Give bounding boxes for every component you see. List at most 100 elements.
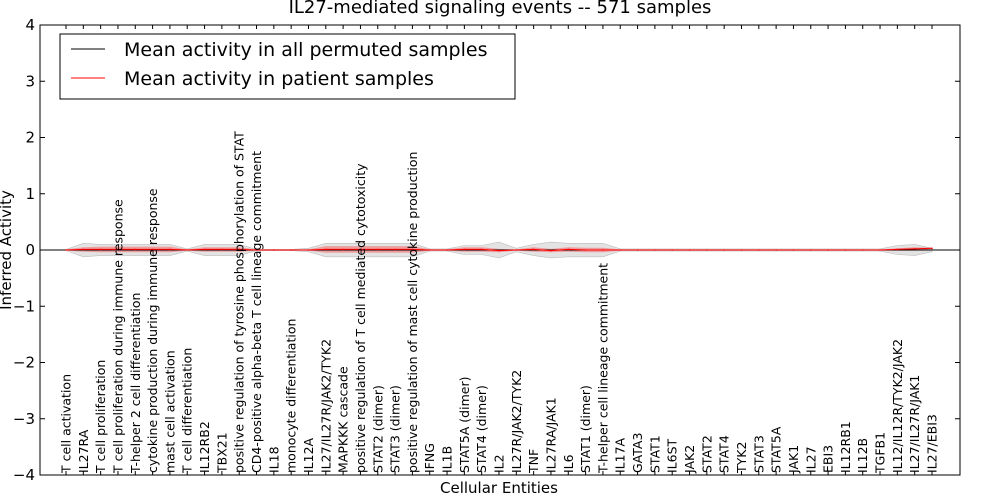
x-category-label: IL6: [561, 454, 576, 473]
x-category-label: STAT1: [647, 435, 662, 473]
x-category-label: STAT4 (dimer): [474, 385, 489, 473]
y-axis: −4 −3 −2 −1 0 1 2 3 4: [13, 16, 960, 484]
x-category-label: IL18: [266, 446, 281, 473]
x-category-label: IL27RA: [76, 429, 91, 473]
x-category-label: IL27/IL27R/JAK2/TYK2: [318, 339, 333, 473]
data-point-patient: [151, 248, 154, 251]
x-category-label: positive regulation of tyrosine phosphor…: [232, 131, 247, 473]
data-point-patient: [480, 248, 483, 251]
y-axis-label: Inferred Activity: [0, 190, 15, 310]
x-category-label: IL27/EBI3: [925, 414, 940, 473]
x-category-label: STAT2: [699, 435, 714, 473]
y-tick-label: −4: [13, 466, 35, 484]
data-point-patient: [446, 249, 448, 251]
x-category-label: IL27/IL27R/JAK1: [907, 375, 922, 473]
data-point-patient: [706, 249, 708, 251]
y-tick-label: −2: [13, 354, 35, 372]
y-tick-label: 4: [25, 16, 35, 34]
x-category-label: positive regulation of mast cell cytokin…: [405, 152, 420, 473]
data-point-patient: [740, 249, 743, 251]
x-category-label: IL12RB2: [197, 421, 212, 473]
data-point-patient: [532, 248, 535, 251]
x-category-label: IL27RA/JAK1: [544, 397, 559, 473]
x-axis-categories: T cell activation IL27RA T cell proliferat…: [59, 25, 940, 475]
y-tick-label: −3: [13, 410, 35, 428]
data-point-patient: [221, 248, 223, 251]
x-category-label: GATA3: [630, 433, 645, 473]
legend-label-patient: Mean activity in patient samples: [124, 68, 434, 90]
chart-title: IL27-mediated signaling events -- 571 sa…: [289, 0, 712, 18]
x-category-label: T-helper 2 cell differentiation: [128, 293, 143, 474]
legend-label-permuted: Mean activity in all permuted samples: [124, 39, 487, 61]
data-point-patient: [99, 248, 102, 251]
plot-frame: [39, 24, 961, 476]
x-category-label: monocyte differentiation: [284, 319, 299, 473]
data-point-patient: [325, 248, 327, 251]
x-axis-label: Cellular Entities: [440, 479, 558, 497]
x-category-label: MAPKKK cascade: [336, 366, 351, 473]
data-point-patient: [775, 249, 777, 251]
y-tick-label: 3: [25, 72, 35, 90]
data-point-patient: [498, 249, 500, 252]
data-point-patient: [394, 248, 396, 251]
x-category-label: T cell proliferation during immune respo…: [111, 199, 126, 474]
x-category-label: IL27: [803, 446, 818, 473]
data-point-patient: [792, 249, 795, 251]
data-point-patient: [376, 248, 379, 251]
x-category-label: positive regulation of T cell mediated c…: [353, 163, 368, 473]
x-category-label: IL1B: [440, 446, 455, 473]
data-point-patient: [428, 249, 431, 251]
data-point-patient: [255, 249, 258, 251]
data-point-patient: [913, 248, 916, 250]
data-point-patient: [861, 249, 864, 251]
x-category-label: TNF: [526, 449, 541, 474]
plot-area: [40, 241, 960, 259]
x-category-label: JAK1: [786, 445, 801, 474]
data-point-patient: [515, 249, 518, 251]
x-category-label: IL12/IL12R/TYK2/JAK2: [890, 339, 905, 473]
data-point-patient: [307, 249, 310, 251]
patient-std-band: [66, 246, 932, 253]
x-category-label: CD4-positive alpha-beta T cell lineage c…: [249, 151, 264, 473]
data-point-patient: [359, 248, 362, 251]
data-point-patient: [550, 249, 552, 252]
data-point-patient: [238, 248, 240, 251]
data-point-patient: [723, 249, 725, 251]
data-point-patient: [809, 249, 812, 251]
x-category-label: IL27R/JAK2/TYK2: [509, 370, 524, 473]
data-point-patient: [688, 249, 691, 251]
data-point-patient: [636, 249, 639, 251]
x-category-label: STAT1 (dimer): [578, 385, 593, 473]
y-tick-label: −1: [13, 297, 35, 315]
y-tick-label: 2: [25, 129, 35, 147]
data-point-patient: [671, 249, 673, 251]
x-category-label: JAK2: [682, 445, 697, 474]
legend-box: [59, 33, 516, 100]
x-category-label: IFNG: [422, 443, 437, 473]
data-point-patient: [203, 248, 206, 251]
x-category-label: IL17A: [613, 437, 628, 473]
data-point-patient: [931, 247, 933, 250]
x-category-label: STAT3 (dimer): [388, 385, 403, 473]
x-category-label: TBX21: [214, 432, 229, 474]
data-point-patient: [879, 249, 881, 251]
data-point-patient: [65, 249, 67, 251]
x-category-label: IL6ST: [665, 438, 680, 473]
x-category-label: EBI3: [821, 445, 836, 473]
data-point-patient: [567, 248, 570, 251]
x-category-label: TYK2: [734, 442, 749, 474]
data-point-patient: [134, 248, 137, 251]
data-point-patient: [654, 249, 656, 251]
data-point-patient: [169, 248, 171, 251]
x-category-label: STAT3: [751, 435, 766, 473]
x-category-label: IL12A: [301, 437, 316, 473]
y-tick-label: 0: [25, 241, 35, 259]
x-category-label: T cell differentiation: [180, 348, 195, 474]
x-category-label: mast cell activation: [162, 350, 177, 473]
x-category-label: IL2: [492, 454, 507, 473]
data-point-patient: [411, 248, 414, 251]
x-category-label: T cell activation: [59, 374, 74, 474]
x-category-label: TGFB1: [873, 432, 888, 474]
data-point-patient: [82, 248, 85, 251]
